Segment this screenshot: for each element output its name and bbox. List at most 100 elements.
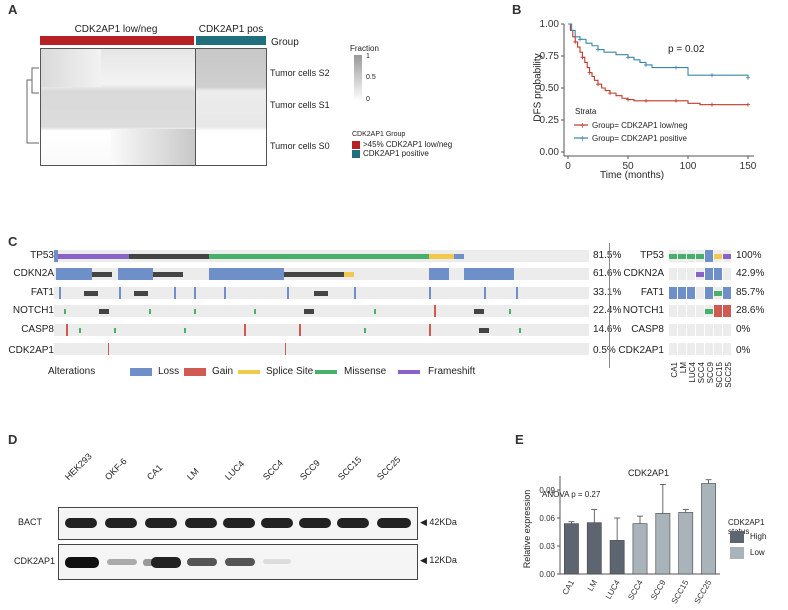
bar-category-label: CA1: [561, 578, 577, 596]
legend-loss: Loss: [158, 366, 180, 377]
legend-swatch-gain: [184, 368, 206, 376]
km-legend-keys: + +: [574, 121, 588, 143]
bar-annotation: ANOVA p = 0.27: [542, 490, 601, 499]
km-censor-mark: [596, 47, 600, 52]
blot-label-cdk2ap1: CDK2AP1: [14, 556, 56, 566]
cell-line-luc4: LUC4: [688, 362, 697, 383]
km-legend-pos: Group= CDK2AP1 positive: [592, 134, 687, 143]
cell-line-scc25: SCC25: [724, 362, 733, 388]
bar-legend-high: High: [750, 532, 767, 541]
bar-lm: [586, 522, 602, 575]
lane-scc9: SCC9: [297, 457, 322, 482]
legend-missense: Missense: [344, 366, 387, 377]
heatmap-pos: [195, 48, 267, 166]
panel-label-e: E: [515, 432, 524, 447]
cell-line-scc9: SCC9: [706, 362, 715, 384]
panel-label-d: D: [8, 432, 18, 447]
lane-luc4: LUC4: [222, 458, 247, 482]
legend-swatch-low: [352, 141, 360, 149]
bar-ytick-label: 0.03: [539, 542, 555, 551]
cl-gene-label-casp8: CASP8: [631, 324, 664, 335]
size-marker-12: ◀ 12KDa: [420, 555, 457, 565]
km-legend-low: Group= CDK2AP1 low/neg: [592, 121, 688, 130]
bar-legend-swatch-low: [730, 547, 744, 559]
svg-text:+: +: [579, 134, 586, 143]
km-censor-mark: [587, 70, 592, 75]
km-xlabel: Time (months): [600, 170, 665, 181]
km-censor-mark: [746, 102, 750, 107]
bar-legend-low: Low: [750, 548, 765, 557]
km-censor-mark: [596, 82, 600, 87]
km-censor-mark: [710, 102, 714, 107]
group-pos-bar: [196, 36, 266, 45]
km-xtick-label: 100: [680, 161, 697, 172]
group-low-label: CDK2AP1 low/neg: [74, 24, 158, 35]
oncoprint-track-tp53: [54, 250, 589, 262]
km-ytick-label: 0.25: [540, 115, 560, 126]
oncoprint-track-cdkn2a: [54, 268, 589, 280]
bar-scc15: [678, 512, 694, 575]
lane-ca1: CA1: [144, 462, 165, 482]
fraction-tick-05: 0.5: [366, 74, 376, 81]
km-xtick-label: 0: [565, 161, 571, 172]
blot-cdk2ap1: [58, 544, 418, 580]
km-censor-mark: [626, 55, 630, 60]
size-marker-42: ◀ 42KDa: [420, 517, 457, 527]
bar-luc4: [609, 540, 625, 575]
fraction-tick-1: 1: [366, 53, 370, 60]
cl-gene-label-cdkn2a: CDKN2A: [623, 268, 664, 279]
bar-category-label: SCC9: [649, 578, 668, 601]
bar-ytick-label: 0.06: [539, 514, 555, 523]
bar-ytick-label: 0.09: [539, 486, 555, 495]
line-pct-cdk2ap1: 0%: [736, 345, 751, 356]
km-ytick-label: 1.00: [540, 19, 560, 30]
legend-label-pos: CDK2AP1 positive: [363, 149, 429, 158]
fraction-tick-0: 0: [366, 96, 370, 103]
oncoprint-track-fat1: [54, 287, 589, 299]
bar-ca1: [564, 523, 579, 575]
row-label-s0: Tumor cells S0: [270, 141, 330, 151]
lane-scc25: SCC25: [374, 454, 403, 482]
km-censor-mark: [644, 62, 648, 67]
row-label-s2: Tumor cells S2: [270, 68, 330, 78]
lane-scc15: SCC15: [335, 454, 364, 482]
bar-category-label: SCC15: [670, 578, 691, 605]
km-curve-pos: [568, 23, 749, 78]
km-censor-mark: [644, 98, 648, 103]
legend-gain: Gain: [212, 366, 234, 377]
km-ytick-label: 0.00: [540, 147, 560, 158]
heatmap-low: [40, 48, 196, 166]
km-censor-mark: [674, 65, 678, 70]
km-censor-mark: [608, 91, 612, 96]
group-pos-label: CDK2AP1 pos: [198, 24, 264, 35]
gene-label-cdk2ap1: CDK2AP1: [8, 345, 54, 356]
legend-swatch-pos: [352, 150, 360, 158]
legend-swatch-loss: [130, 368, 152, 376]
cell-line-scc4: SCC4: [697, 362, 706, 384]
legend-frameshift: Frameshift: [428, 366, 476, 377]
fraction-title: Fraction: [350, 44, 379, 53]
oncoprint-track-notch1: [54, 305, 589, 317]
legend-splice: Splice Site: [266, 366, 314, 377]
bar-category-label: LM: [586, 578, 600, 592]
cell-line-ca1: CA1: [670, 362, 679, 378]
line-pct-fat1: 85.7%: [736, 287, 765, 298]
km-legend-title: Strata: [575, 107, 597, 116]
tumor-pct-notch1: 22.4%: [593, 305, 622, 316]
gene-label-tp53: TP53: [30, 250, 54, 261]
gene-label-notch1: NOTCH1: [12, 305, 54, 316]
panel-label-a: A: [8, 2, 18, 17]
tumor-pct-cdk2ap1: 0.5%: [593, 345, 616, 356]
bar-title: CDK2AP1: [628, 468, 670, 478]
km-censor-mark: [578, 37, 582, 42]
oncoprint-track-casp8: [54, 324, 589, 336]
gene-label-casp8: CASP8: [21, 324, 54, 335]
svg-text:+: +: [579, 121, 586, 130]
alterations-label: Alterations: [48, 366, 96, 377]
lane-hek293: HEK293: [62, 451, 94, 482]
lane-scc4: SCC4: [260, 457, 285, 482]
row-label-s1: Tumor cells S1: [270, 100, 330, 110]
legend-swatch-missense: [315, 370, 337, 374]
gene-label-fat1: FAT1: [30, 287, 54, 298]
km-censor-mark: [626, 97, 630, 102]
